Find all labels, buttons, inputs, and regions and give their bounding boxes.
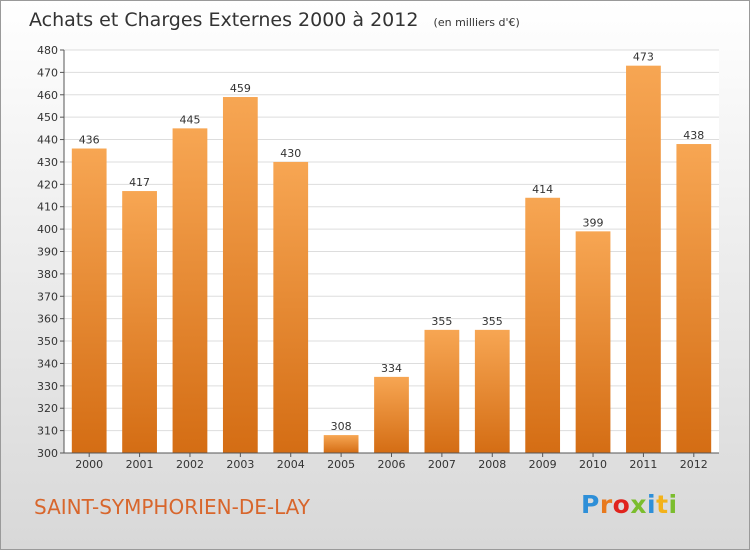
x-tick-label: 2010: [579, 458, 607, 471]
data-label: 445: [179, 113, 200, 126]
data-label: 414: [532, 183, 553, 196]
bar-layer: 436 417 445 459 430 308 334 355 355 414 399 473 438: [71, 51, 712, 454]
y-tick-label: 450: [37, 111, 58, 124]
y-tick-label: 480: [37, 44, 58, 57]
y-tick-label: 310: [37, 425, 58, 438]
x-tick-label: 2012: [680, 458, 708, 471]
x-tick-label: 2000: [75, 458, 103, 471]
x-tick-label: 2008: [478, 458, 506, 471]
brand-letter: P: [581, 490, 600, 519]
bar: [575, 231, 611, 453]
y-tick-label: 340: [37, 357, 58, 370]
x-tick-label: 2006: [378, 458, 406, 471]
commune-name: SAINT-SYMPHORIEN-DE-LAY: [34, 495, 311, 519]
brand-letter: x: [630, 490, 647, 519]
data-label: 308: [331, 420, 352, 433]
bar: [273, 161, 309, 453]
y-tick-label: 470: [37, 66, 58, 79]
data-label: 430: [280, 147, 301, 160]
brand-letter: i: [668, 490, 678, 519]
title-row: Achats et Charges Externes 2000 à 2012 (…: [29, 9, 520, 31]
y-tick-label: 350: [37, 335, 58, 348]
x-tick-label: 2009: [529, 458, 557, 471]
y-tick-label: 320: [37, 402, 58, 415]
bar: [474, 329, 510, 453]
data-label: 459: [230, 82, 251, 95]
y-tick-label: 300: [37, 447, 58, 460]
y-tick-label: 440: [37, 134, 58, 147]
bar: [525, 197, 561, 453]
chart-title: Achats et Charges Externes 2000 à 2012: [29, 9, 419, 31]
data-label: 355: [482, 315, 503, 328]
brand-letter: i: [647, 490, 657, 519]
data-label: 355: [431, 315, 452, 328]
bar: [374, 376, 409, 453]
data-label: 399: [583, 216, 604, 229]
x-tick-label: 2004: [277, 458, 305, 471]
data-label: 334: [381, 362, 402, 375]
x-tick-label: 2011: [629, 458, 657, 471]
data-label: 473: [633, 51, 654, 64]
bar: [323, 435, 359, 453]
bar: [122, 191, 157, 454]
y-tick-label: 390: [37, 246, 58, 259]
data-label: 417: [129, 176, 150, 189]
brand-letter: t: [656, 490, 669, 519]
y-tick-label: 410: [37, 201, 58, 214]
x-tick-label: 2007: [428, 458, 456, 471]
x-tick-label: 2002: [176, 458, 204, 471]
data-label: 436: [79, 134, 100, 147]
bar: [71, 148, 107, 453]
x-tick-label: 2001: [126, 458, 154, 471]
bar: [222, 97, 258, 454]
brand-logo: Proxiti: [581, 490, 678, 519]
y-tick-label: 420: [37, 178, 58, 191]
bar: [172, 128, 208, 453]
data-label: 438: [683, 129, 704, 142]
y-tick-label: 370: [37, 290, 58, 303]
bar: [424, 329, 460, 453]
y-tick-label: 400: [37, 223, 58, 236]
brand-letter: o: [612, 490, 631, 519]
y-tick-label: 430: [37, 156, 58, 169]
brand-letter: r: [599, 490, 613, 519]
y-tick-label: 380: [37, 268, 58, 281]
y-tick-label: 330: [37, 380, 58, 393]
chart-unit: (en milliers d'€): [433, 16, 520, 29]
axis-layer: 300 310 320 330 340 350 360 370 380 390 400 410 420 4…: [37, 44, 719, 471]
bar: [676, 144, 712, 454]
y-tick-label: 460: [37, 89, 58, 102]
x-tick-label: 2003: [226, 458, 254, 471]
bar: [626, 65, 661, 453]
x-tick-label: 2005: [327, 458, 355, 471]
y-tick-label: 360: [37, 313, 58, 326]
